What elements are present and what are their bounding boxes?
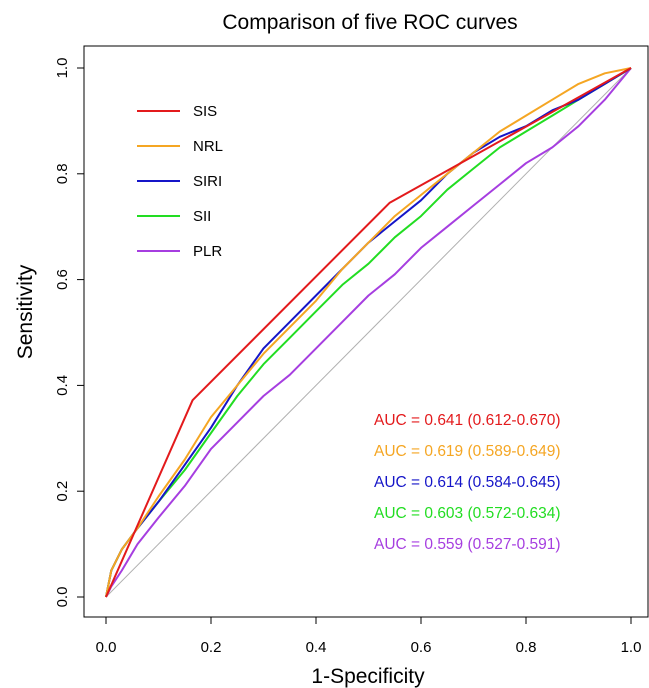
chart-title: Comparison of five ROC curves [222, 11, 517, 34]
y-tick-label: 1.0 [54, 58, 71, 79]
x-tick-label: 0.8 [516, 639, 537, 656]
series-line-nrl [105, 67, 632, 598]
legend-label-sis: SIS [193, 103, 217, 120]
x-tick-label: 0.2 [201, 639, 222, 656]
plot-frame [83, 45, 649, 618]
axis-ticks: 0.0 0.2 0.4 0.6 0.8 1.0 0.0 0.2 0.4 0.6 0.8 1.0 [54, 58, 641, 656]
legend-label-plr: PLR [193, 243, 222, 260]
legend-label-siri: SIRI [193, 173, 222, 190]
auc-label-sii: AUC = 0.603 (0.572-0.634) [374, 505, 561, 522]
x-tick-label: 0.0 [96, 639, 117, 656]
series-line-sis [105, 67, 632, 598]
y-tick-label: 0.6 [54, 269, 71, 290]
auc-label-sis: AUC = 0.641 (0.612-0.670) [374, 412, 561, 429]
y-tick-label: 0.2 [54, 481, 71, 502]
reference-diagonal [105, 67, 632, 598]
auc-labels: AUC = 0.641 (0.612-0.670) AUC = 0.619 (0.… [374, 412, 561, 553]
legend-label-nrl: NRL [193, 138, 223, 155]
auc-label-plr: AUC = 0.559 (0.527-0.591) [374, 536, 561, 553]
y-axis-label: Sensitivity [14, 264, 37, 359]
y-tick-label: 0.4 [54, 375, 71, 396]
series-line-plr [105, 67, 632, 598]
auc-label-siri: AUC = 0.614 (0.584-0.645) [374, 474, 561, 491]
legend: SIS NRL SIRI SII PLR [137, 103, 223, 260]
x-tick-label: 0.6 [411, 639, 432, 656]
x-tick-label: 1.0 [621, 639, 642, 656]
x-axis-label: 1-Specificity [311, 665, 425, 688]
y-tick-label: 0.8 [54, 163, 71, 184]
legend-label-sii: SII [193, 208, 211, 225]
auc-label-nrl: AUC = 0.619 (0.589-0.649) [374, 443, 561, 460]
roc-series [105, 67, 632, 598]
y-tick-label: 0.0 [54, 587, 71, 608]
x-tick-label: 0.4 [306, 639, 327, 656]
